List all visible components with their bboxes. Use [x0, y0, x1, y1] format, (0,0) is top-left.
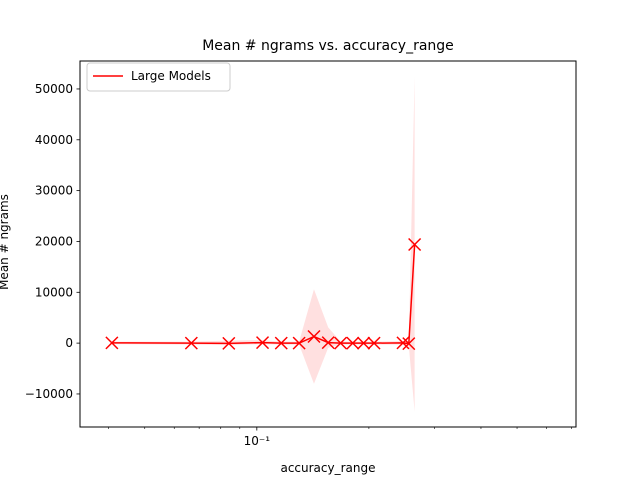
- data-point-marker: [307, 329, 321, 344]
- data-point-marker: [274, 336, 288, 350]
- x-tick-label: 10⁻¹: [244, 434, 271, 448]
- y-tick-label: 50000: [35, 82, 73, 96]
- legend-label: Large Models: [131, 69, 211, 83]
- x-axis-label: accuracy_range: [280, 461, 375, 475]
- y-tick-label: 20000: [35, 234, 73, 248]
- data-point-marker: [184, 336, 198, 350]
- plot-frame: [79, 60, 577, 428]
- data-point-marker: [367, 336, 381, 350]
- y-tick-label: 10000: [35, 285, 73, 299]
- data-point-marker: [292, 336, 306, 350]
- x-axis-ticks: 10⁻¹: [108, 427, 572, 448]
- data-point-marker: [321, 336, 335, 350]
- marker-layer: [105, 237, 422, 351]
- y-axis-label: Mean # ngrams: [0, 194, 11, 290]
- data-point-marker: [408, 237, 422, 252]
- data-point-marker: [346, 336, 360, 350]
- data-point-marker: [402, 337, 416, 351]
- legend-box: [86, 62, 231, 92]
- data-point-marker: [222, 336, 236, 350]
- legend: Large Models: [86, 62, 231, 92]
- y-tick-label: 40000: [35, 133, 73, 147]
- y-tick-label: −10000: [25, 387, 73, 401]
- data-point-marker: [334, 336, 348, 350]
- data-point-marker: [105, 336, 119, 350]
- y-tick-label: 0: [65, 336, 73, 350]
- data-point-marker: [396, 336, 410, 350]
- data-point-marker: [256, 336, 270, 350]
- y-axis-ticks: −10000 0 10000 20000 30000 40000 50000: [25, 82, 80, 401]
- data-point-marker: [357, 336, 371, 350]
- chart-title: Mean # ngrams vs. accuracy_range: [202, 38, 454, 54]
- y-tick-label: 30000: [35, 184, 73, 198]
